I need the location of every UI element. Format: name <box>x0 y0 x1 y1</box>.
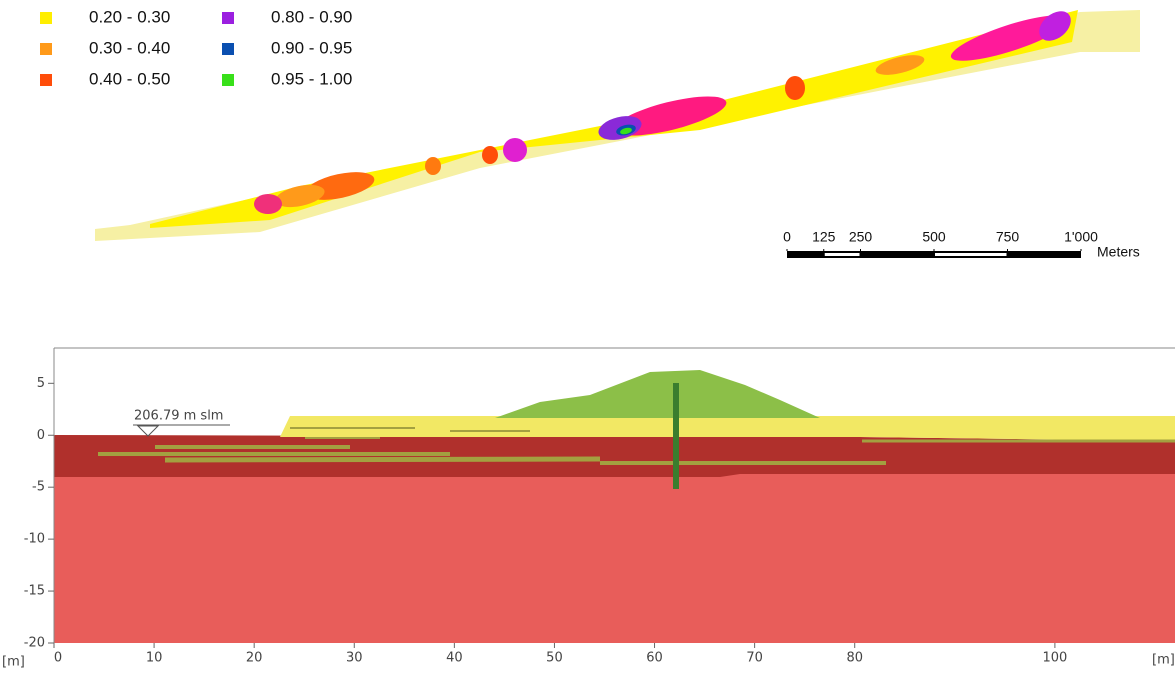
figure: 206.79 m slm [m] [m] Meters 0.20 - 0.30 0… <box>0 0 1175 673</box>
slope-map <box>95 5 1140 241</box>
cross-section: 206.79 m slm [m] [m] <box>2 348 1175 670</box>
scale-bar-segment <box>935 253 1007 256</box>
legend-label: 0.90 - 0.95 <box>271 38 352 57</box>
map-zone <box>254 194 282 214</box>
legend-label: 0.80 - 0.90 <box>271 7 352 26</box>
legend-swatch <box>222 74 234 86</box>
map-zone <box>503 138 527 162</box>
legend-label: 0.95 - 1.00 <box>271 69 352 88</box>
y-tick-label: 0 <box>37 428 45 443</box>
legend-label: 0.40 - 0.50 <box>89 69 170 88</box>
x-tick-label: 80 <box>846 651 863 666</box>
y-unit: [m] <box>1152 653 1175 668</box>
y-tick-label: -20 <box>24 636 45 651</box>
layer-lower-clay <box>54 474 1175 643</box>
map-zone <box>482 146 498 164</box>
embankment <box>495 370 820 418</box>
legend-swatch <box>40 12 52 24</box>
x-tick-label: 50 <box>546 651 563 666</box>
scale-tick-label: 1'000 <box>1064 229 1098 245</box>
x-tick-label: 40 <box>446 651 463 666</box>
legend-swatch <box>222 12 234 24</box>
legend-swatch <box>222 43 234 55</box>
map-zone <box>425 157 441 175</box>
x-tick-label: 100 <box>1042 651 1067 666</box>
scale-bar-segment <box>825 253 860 256</box>
x-tick-label: 0 <box>54 651 62 666</box>
water-label: 206.79 m slm <box>134 409 223 424</box>
lens <box>165 459 600 460</box>
x-tick-label: 70 <box>746 651 763 666</box>
legend-swatch <box>40 43 52 55</box>
legend-label: 0.20 - 0.30 <box>89 7 170 26</box>
scale-tick-label: 500 <box>922 229 946 245</box>
scale-tick-label: 250 <box>849 229 873 245</box>
legend-swatch <box>40 74 52 86</box>
legend-label: 0.30 - 0.40 <box>89 38 170 57</box>
x-tick-label: 20 <box>246 651 263 666</box>
scale-tick-label: 0 <box>783 229 791 245</box>
x-tick-label: 30 <box>346 651 363 666</box>
x-tick-label: 60 <box>646 651 663 666</box>
pile <box>673 383 679 489</box>
scale-tick-label: 125 <box>812 229 836 245</box>
y-tick-label: -15 <box>24 584 45 599</box>
scale-unit: Meters <box>1097 244 1140 260</box>
scale-tick-label: 750 <box>996 229 1020 245</box>
y-tick-label: 5 <box>37 376 45 391</box>
x-unit: [m] <box>2 655 25 670</box>
y-tick-label: -5 <box>32 480 45 495</box>
x-tick-label: 10 <box>146 651 163 666</box>
water-marker <box>138 426 158 436</box>
map-zone <box>785 76 805 100</box>
y-tick-label: -10 <box>24 532 45 547</box>
